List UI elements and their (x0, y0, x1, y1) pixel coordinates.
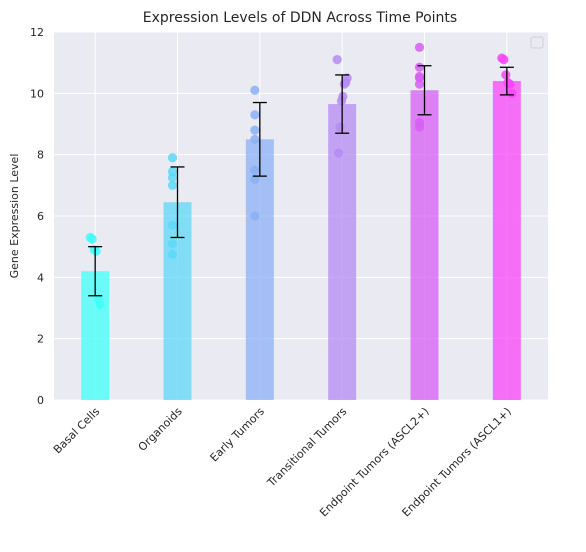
y-axis-label: Gene Expression Level (8, 154, 21, 279)
bar (245, 139, 274, 401)
y-tick-label: 6 (37, 210, 44, 223)
data-point (414, 62, 425, 72)
x-tick-label: Basal Cells (51, 405, 103, 457)
y-tick-label: 12 (30, 26, 44, 39)
y-tick-label: 0 (37, 394, 44, 407)
x-tick-label: Transitional Tumors (264, 405, 349, 490)
data-point (250, 125, 260, 135)
data-point (95, 300, 105, 310)
data-point (505, 79, 515, 89)
data-point (335, 122, 345, 132)
error-bars (88, 65, 514, 297)
data-point (167, 173, 178, 183)
chart-title: Expression Levels of DDN Across Time Poi… (143, 10, 457, 26)
data-point (167, 180, 178, 190)
x-tick-label: Early Tumors (208, 405, 268, 465)
data-point (167, 239, 178, 249)
data-point (250, 174, 260, 184)
x-tick-labels: Basal Cells Organoids Early TumorsTransiti… (51, 405, 514, 520)
data-point (333, 148, 344, 158)
y-tick-labels: 0 2 4 6 8 10 12 (30, 26, 44, 407)
data-point (250, 165, 260, 175)
data-point (250, 110, 260, 120)
data-point (339, 79, 349, 89)
y-tick-label: 2 (37, 333, 44, 346)
data-points (85, 42, 517, 310)
data-point (167, 220, 178, 230)
y-tick-label: 4 (37, 271, 44, 284)
data-point (414, 122, 425, 132)
data-point (414, 42, 425, 52)
data-point (250, 85, 260, 95)
y-tick-label: 10 (30, 87, 44, 100)
legend-box (530, 36, 544, 49)
y-tick-label: 8 (37, 149, 44, 162)
x-tick-label: Organoids (136, 405, 185, 454)
data-point (91, 246, 101, 256)
bar (492, 81, 521, 401)
data-point (332, 55, 342, 65)
data-point (501, 70, 511, 80)
data-point (167, 249, 178, 259)
data-point (250, 211, 260, 221)
data-point (499, 55, 509, 65)
data-point (336, 96, 347, 106)
data-point (250, 134, 260, 144)
bar (410, 90, 439, 401)
data-point (167, 153, 178, 163)
bar (328, 104, 357, 401)
data-point (507, 88, 517, 98)
data-point (414, 79, 425, 89)
data-point (87, 234, 97, 244)
